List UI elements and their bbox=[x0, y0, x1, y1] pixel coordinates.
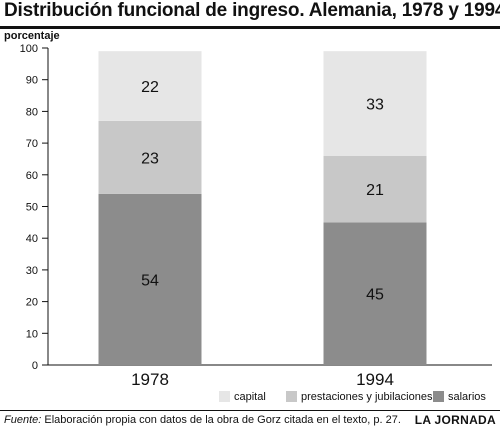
x-tick-label: 1978 bbox=[131, 370, 169, 389]
bar-segment-prestaciones-1994 bbox=[323, 155, 427, 223]
y-tick-label: 20 bbox=[26, 297, 38, 309]
y-tick-label: 0 bbox=[32, 360, 38, 372]
bar-segment-prestaciones-1978 bbox=[98, 120, 202, 194]
title-divider bbox=[0, 26, 500, 29]
y-axis-label: porcentaje bbox=[4, 30, 60, 42]
y-tick-label: 100 bbox=[20, 43, 38, 55]
y-tick-label: 50 bbox=[26, 202, 38, 214]
data-label: 33 bbox=[366, 96, 384, 113]
source-note: Fuente: Elaboración propia con datos de … bbox=[4, 414, 401, 426]
x-tick-label: 1994 bbox=[356, 370, 394, 389]
legend-label: salarios bbox=[448, 391, 486, 403]
bar-segment-capital-1994 bbox=[323, 51, 427, 156]
legend-label: prestaciones y jubilaciones bbox=[301, 391, 433, 403]
y-tick-label: 90 bbox=[26, 75, 38, 87]
bar-segment-capital-1978 bbox=[98, 51, 202, 121]
y-tick-label: 70 bbox=[26, 138, 38, 150]
legend-swatch bbox=[286, 391, 297, 402]
y-tick-label: 30 bbox=[26, 265, 38, 277]
bar-segment-salarios-1978 bbox=[98, 193, 202, 365]
footer-divider bbox=[0, 410, 500, 411]
y-tick-label: 10 bbox=[26, 328, 38, 340]
source-text: Elaboración propia con datos de la obra … bbox=[41, 414, 401, 426]
y-tick-label: 80 bbox=[26, 106, 38, 118]
data-label: 21 bbox=[366, 182, 384, 199]
y-tick-label: 60 bbox=[26, 170, 38, 182]
data-label: 54 bbox=[141, 272, 159, 289]
data-label: 45 bbox=[366, 287, 384, 304]
legend-label: capital bbox=[234, 391, 266, 403]
source-lead: Fuente: bbox=[4, 414, 42, 426]
publisher-logo: LA JORNADA bbox=[414, 413, 496, 427]
y-tick-label: 40 bbox=[26, 233, 38, 245]
data-label: 22 bbox=[141, 79, 159, 96]
legend-swatch bbox=[219, 391, 230, 402]
chart-title: Distribución funcional de ingreso. Alema… bbox=[4, 0, 500, 21]
bar-segment-salarios-1994 bbox=[323, 222, 427, 365]
plot-area: 0 10 20 30 40 50 60 70 80 90 100 54 23 22 1978 45 21 33 19… bbox=[20, 43, 492, 403]
legend-swatch bbox=[433, 391, 444, 402]
data-label: 23 bbox=[141, 150, 159, 167]
